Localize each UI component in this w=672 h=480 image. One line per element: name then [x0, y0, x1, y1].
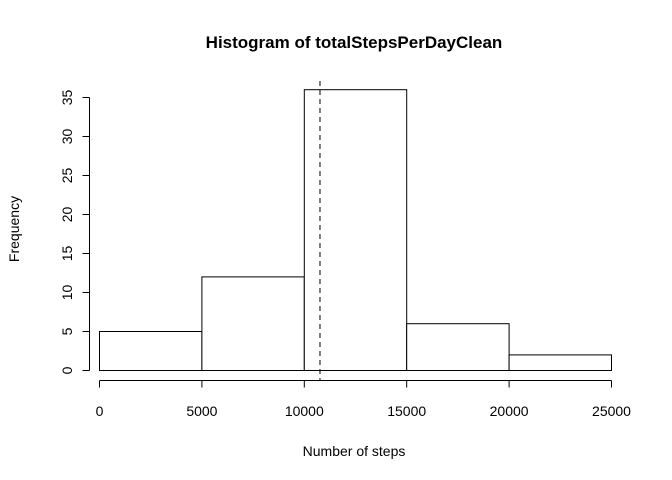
histogram-bar — [303, 89, 408, 371]
y-tick-label: 5 — [59, 327, 75, 335]
x-tick-label: 5000 — [186, 403, 217, 419]
histogram-bar — [201, 276, 305, 371]
y-tick-label: 20 — [59, 207, 75, 223]
y-tick-label: 35 — [59, 90, 75, 106]
y-axis-label: Frequency — [6, 196, 22, 262]
y-axis: 0 5 10 15 20 25 30 35 — [59, 90, 90, 374]
y-tick-label: 30 — [59, 129, 75, 145]
x-tick-label: 0 — [96, 403, 104, 419]
x-axis: 0 5000 10000 15000 20000 25000 — [96, 380, 631, 419]
chart-title: Histogram of totalStepsPerDayClean — [206, 33, 503, 52]
x-tick-label: 15000 — [387, 403, 426, 419]
y-tick-label: 0 — [59, 366, 75, 374]
histogram-bar — [406, 323, 510, 372]
x-axis-label: Number of steps — [303, 443, 406, 459]
y-tick-label: 15 — [59, 246, 75, 262]
histogram-bar — [508, 354, 613, 371]
x-tick-label: 20000 — [490, 403, 529, 419]
x-tick-label: 10000 — [285, 403, 324, 419]
y-tick-label: 10 — [59, 285, 75, 301]
y-tick-label: 25 — [59, 168, 75, 184]
x-tick-label: 25000 — [592, 403, 631, 419]
histogram-bar — [99, 331, 203, 371]
bars-group — [99, 89, 613, 372]
